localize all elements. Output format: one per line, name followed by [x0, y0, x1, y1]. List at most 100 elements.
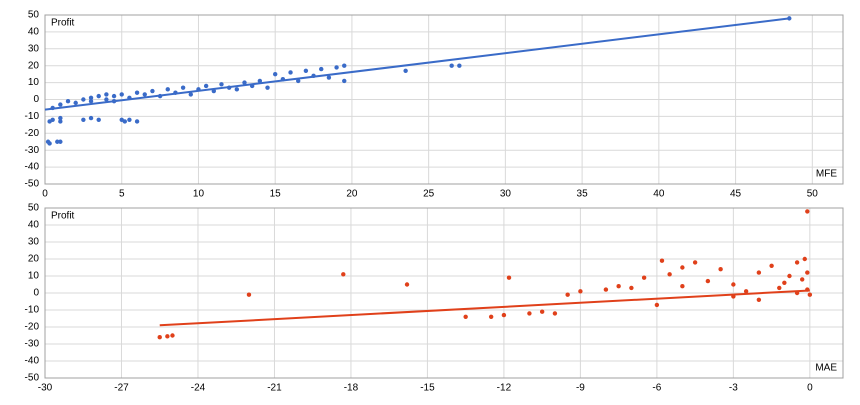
point — [96, 117, 101, 122]
point — [506, 275, 512, 280]
point — [680, 265, 685, 270]
point — [794, 260, 800, 265]
point — [805, 209, 810, 214]
point — [667, 272, 672, 277]
point — [96, 93, 101, 99]
point — [777, 285, 782, 291]
point — [242, 80, 247, 85]
point — [449, 63, 454, 68]
point — [565, 292, 570, 297]
point — [55, 139, 60, 144]
point — [104, 92, 109, 97]
y-tick-label: 30 — [28, 43, 40, 54]
point — [578, 289, 583, 294]
point — [463, 314, 468, 319]
x-tick-label: -27 — [114, 383, 129, 394]
point — [501, 312, 507, 318]
point — [257, 78, 263, 84]
point — [265, 85, 270, 90]
point — [319, 66, 324, 72]
y-tick-label: 10 — [28, 77, 40, 88]
point — [58, 139, 63, 144]
y-tick-label: -10 — [25, 111, 40, 122]
point — [81, 97, 86, 102]
x-tick-label: -24 — [191, 383, 206, 394]
x-tick-label: 20 — [346, 189, 358, 200]
point — [603, 287, 609, 292]
x-tick-label: 0 — [42, 189, 48, 200]
point — [134, 90, 140, 95]
point — [756, 297, 762, 302]
x-axis-label: MFE — [816, 169, 837, 180]
point — [65, 98, 71, 104]
point — [802, 256, 807, 262]
point — [180, 85, 186, 90]
point — [326, 75, 332, 80]
y-tick-label: -30 — [25, 339, 40, 350]
point — [756, 270, 762, 275]
x-tick-label: -30 — [38, 383, 53, 394]
point — [800, 277, 805, 282]
y-tick-label: 40 — [28, 27, 40, 38]
x-tick-label: -12 — [497, 383, 512, 394]
point — [134, 119, 140, 124]
point — [119, 92, 124, 97]
point — [127, 117, 132, 122]
point — [616, 284, 621, 289]
point — [88, 98, 94, 104]
y-tick-label: -30 — [25, 145, 40, 156]
y-tick-label: -10 — [25, 305, 40, 316]
point — [641, 275, 647, 280]
point — [165, 334, 170, 339]
point — [165, 87, 170, 92]
point — [296, 78, 301, 84]
x-tick-label: 15 — [270, 189, 282, 200]
point — [203, 83, 209, 89]
point — [58, 115, 63, 121]
point — [288, 70, 293, 75]
point — [342, 63, 347, 68]
x-tick-label: -3 — [729, 383, 738, 394]
point — [457, 63, 462, 68]
point — [805, 270, 810, 275]
x-tick-label: -18 — [344, 383, 359, 394]
x-tick-label: 0 — [807, 383, 813, 394]
point — [654, 302, 660, 308]
point — [404, 282, 410, 287]
x-tick-label: -15 — [420, 383, 435, 394]
y-tick-label: 50 — [28, 10, 40, 21]
point — [111, 93, 117, 99]
point — [403, 68, 408, 73]
x-tick-label: 30 — [500, 189, 512, 200]
point — [58, 102, 63, 107]
point — [731, 282, 736, 287]
y-tick-label: 20 — [28, 254, 40, 265]
point — [272, 71, 278, 77]
point — [219, 82, 224, 87]
y-tick-label: 0 — [33, 288, 39, 299]
y-tick-label: 40 — [28, 220, 40, 231]
plot-frame — [44, 14, 844, 185]
point — [680, 284, 685, 289]
point — [769, 263, 774, 268]
point — [342, 78, 347, 84]
point — [122, 119, 128, 124]
point — [88, 115, 94, 121]
x-tick-label: -21 — [267, 383, 282, 394]
x-tick-label: 25 — [423, 189, 435, 200]
point — [552, 311, 558, 316]
point — [47, 141, 52, 146]
point — [659, 258, 665, 263]
x-tick-label: 40 — [653, 189, 665, 200]
point — [246, 292, 252, 297]
y-tick-label: -20 — [25, 322, 40, 333]
x-axis-label: MAE — [815, 363, 837, 374]
plot-frame — [44, 207, 844, 379]
point — [807, 292, 813, 297]
y-tick-label: -40 — [25, 162, 40, 173]
point — [341, 272, 346, 277]
x-tick-label: -6 — [652, 383, 661, 394]
trend-line — [44, 17, 790, 111]
point — [488, 314, 494, 319]
